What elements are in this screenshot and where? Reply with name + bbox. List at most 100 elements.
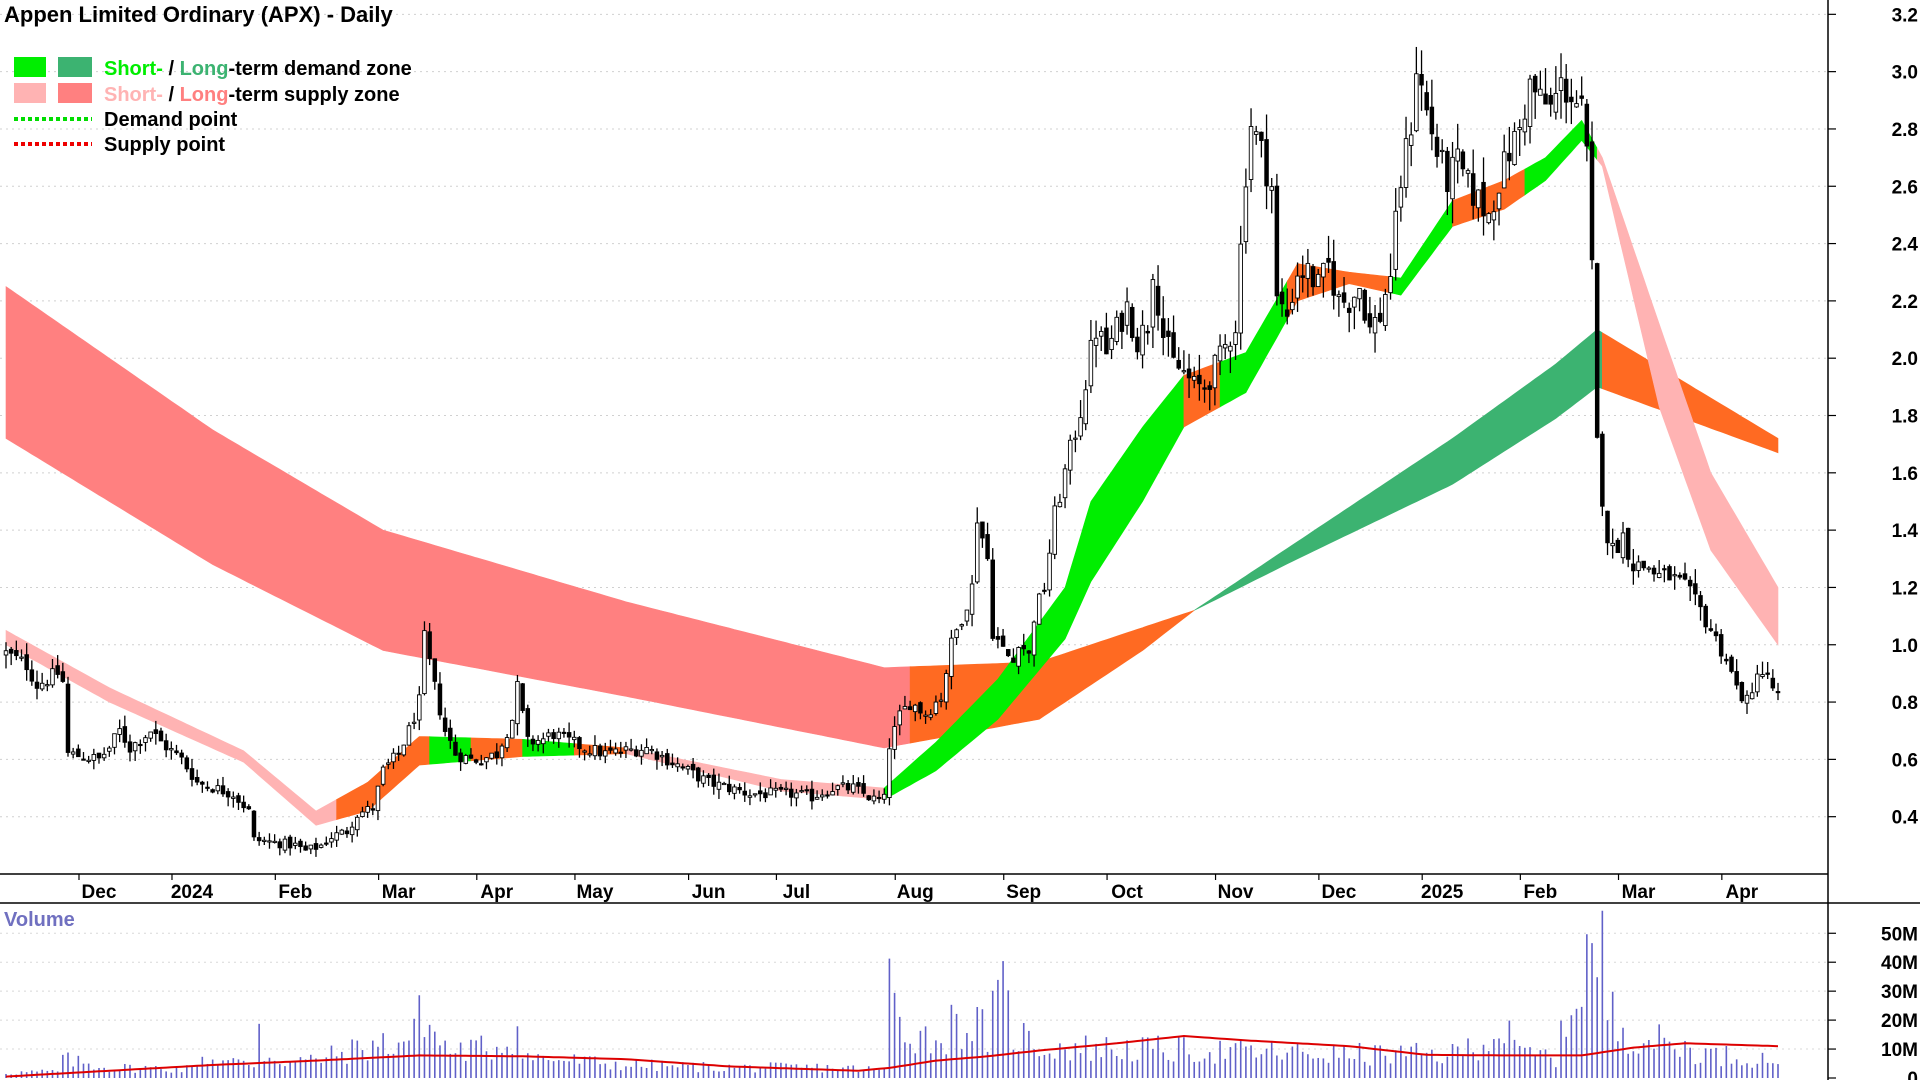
candle-body xyxy=(1481,181,1486,217)
candle-body xyxy=(510,719,515,739)
candle-body xyxy=(1150,279,1156,328)
candle-body xyxy=(277,841,283,849)
legend-long-demand-swatch xyxy=(58,57,92,77)
legend-short-supply-swatch xyxy=(14,83,46,103)
candle-body xyxy=(907,706,913,711)
candle-body xyxy=(1016,647,1021,667)
candle-body xyxy=(1625,527,1631,560)
candle-body xyxy=(1119,312,1125,332)
candle-body xyxy=(1233,332,1238,345)
candle-body xyxy=(530,738,536,745)
candle-body xyxy=(91,753,97,761)
y-tick-label: 2.0 xyxy=(1892,349,1918,370)
candle-body xyxy=(1377,312,1383,322)
x-tick-label: Apr xyxy=(1725,882,1758,903)
candle-body xyxy=(313,843,319,850)
candle-body xyxy=(938,699,944,702)
candle-body xyxy=(1398,187,1404,208)
y-tick-label: 0.8 xyxy=(1892,693,1918,714)
candle-body xyxy=(1543,93,1548,105)
x-tick-label: Feb xyxy=(1523,882,1557,903)
candle-body xyxy=(923,714,928,717)
candle-body xyxy=(814,796,820,800)
x-tick-label: Apr xyxy=(480,882,513,903)
candle-body xyxy=(582,750,587,753)
candle-body xyxy=(608,747,613,751)
candle-body xyxy=(1496,192,1502,210)
candle-body xyxy=(825,794,830,797)
candle-body xyxy=(1445,150,1450,192)
candle-body xyxy=(943,673,949,703)
candle-body xyxy=(200,781,205,785)
legend-long-supply-swatch xyxy=(58,83,92,103)
candle-body xyxy=(1073,437,1078,440)
candle-body xyxy=(1383,294,1388,327)
y-tick-label: 2.8 xyxy=(1892,120,1918,141)
candle-body xyxy=(1393,210,1398,270)
candle-body xyxy=(432,658,438,682)
candle-body xyxy=(143,737,148,743)
candle-body xyxy=(1439,149,1445,153)
candle-body xyxy=(210,789,215,793)
candle-body xyxy=(1465,170,1471,174)
candle-body xyxy=(866,795,872,801)
candle-body xyxy=(81,758,86,761)
legend-demand-rest: -term demand zone xyxy=(228,58,411,80)
candle-body xyxy=(541,738,546,745)
candle-body xyxy=(639,749,644,757)
candle-body xyxy=(127,741,133,753)
candle-body xyxy=(1610,542,1615,547)
candle-body xyxy=(1197,374,1202,385)
candle-body xyxy=(1011,657,1016,663)
candle-body xyxy=(1357,287,1362,300)
y-tick-label: 2.6 xyxy=(1892,177,1918,198)
candle-body xyxy=(406,725,412,746)
candle-body xyxy=(644,747,649,755)
candle-body xyxy=(918,702,923,714)
candle-body xyxy=(1760,674,1765,677)
candle-body xyxy=(525,708,531,737)
volume-y-ticks: 0 10M 20M 30M 40M 50M xyxy=(1828,924,1918,1085)
candle-body xyxy=(1569,96,1574,103)
candle-body xyxy=(1620,532,1626,559)
volume-gridlines xyxy=(0,932,1828,1050)
candle-body xyxy=(1315,273,1321,288)
candle-body xyxy=(1589,141,1595,261)
candle-body xyxy=(1062,468,1068,499)
candle-body xyxy=(809,788,815,802)
candle-body xyxy=(1279,291,1285,305)
legend: Short- / Long-term demand zone Short- / … xyxy=(14,57,412,156)
candle-body xyxy=(1000,635,1006,647)
candle-body xyxy=(60,671,66,682)
candle-body xyxy=(132,742,138,752)
x-tick-label: 2025 xyxy=(1421,882,1464,903)
candle-body xyxy=(1109,337,1114,351)
y-tick-label: 0.6 xyxy=(1892,750,1918,771)
candle-body xyxy=(417,694,422,721)
candle-body xyxy=(1553,92,1559,113)
candle-body xyxy=(484,757,489,763)
candle-body xyxy=(122,726,128,743)
candle-body xyxy=(835,785,841,790)
candle-body xyxy=(1305,262,1311,279)
candle-body xyxy=(675,763,680,768)
candle-body xyxy=(763,792,768,799)
candle-body xyxy=(1414,73,1419,132)
candle-body xyxy=(1228,345,1233,352)
candle-body xyxy=(1455,148,1460,162)
candle-body xyxy=(293,842,298,846)
candle-body xyxy=(856,782,861,787)
candle-body xyxy=(1703,605,1708,628)
candle-body xyxy=(1424,92,1429,111)
candle-body xyxy=(1243,186,1249,243)
legend-demand-point: Demand point xyxy=(104,109,238,131)
candle-body xyxy=(308,844,314,850)
candle-body xyxy=(184,757,190,770)
candle-body xyxy=(1181,370,1187,373)
candle-body xyxy=(468,754,474,759)
volume-tick-label: 30M xyxy=(1881,982,1918,1003)
candle-body xyxy=(1222,343,1228,349)
candle-body xyxy=(117,728,122,735)
legend-supply-zone: Short- / Long-term supply zone xyxy=(104,84,400,106)
y-tick-label: 3.2 xyxy=(1892,5,1918,26)
